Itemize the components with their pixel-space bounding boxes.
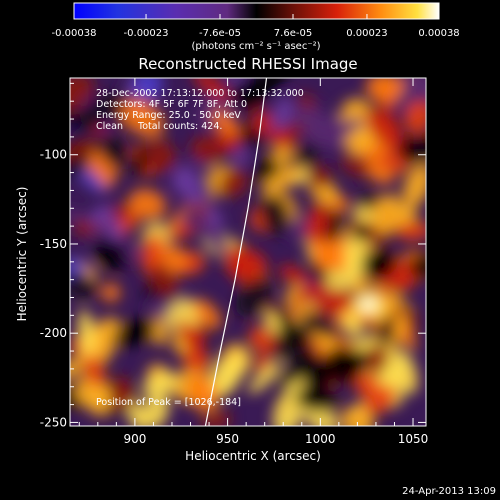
colorbar-unit-label: (photons cm⁻² s⁻¹ asec⁻²) [191,41,320,52]
x-tick-label: 900 [123,432,146,446]
plot-frame [69,77,427,427]
x-axis-ticks: 900 950 1000 1050 [78,78,429,446]
x-tick-label: 1000 [305,432,336,446]
y-axis-label: Heliocentric Y (arcsec) [15,187,29,322]
annotation-clean-counts: Clean Total counts: 424. [96,121,223,132]
annotation-time-range: 28-Dec-2002 17:13:12.000 to 17:13:32.000 [96,88,304,99]
solar-limb-curve [204,78,268,426]
colorbar-tick-label: 0.00038 [418,28,459,39]
colorbar [73,2,440,20]
footer-date: 24-Apr-2013 13:09 [402,486,496,497]
x-tick-label: 1050 [398,432,429,446]
x-axis-label: Heliocentric X (arcsec) [185,449,321,463]
chart-title: Reconstructed RHESSI Image [138,55,357,73]
annotation-peak-position: Position of Peak = [1026,-184] [96,397,241,408]
y-tick-label: -150 [40,237,67,251]
annotation-detectors: Detectors: 4F 5F 6F 7F 8F, Att 0 [96,99,248,110]
colorbar-tick-label: -7.6e-05 [199,28,241,39]
y-axis-ticks: -100 -150 -200 -250 [40,82,426,429]
annotation-block: 28-Dec-2002 17:13:12.000 to 17:13:32.000… [96,88,304,132]
y-tick-label: -100 [40,148,67,162]
y-tick-label: -200 [40,326,67,340]
annotation-energy-range: Energy Range: 25.0 - 50.0 keV [96,110,241,121]
y-tick-label: -250 [40,415,67,429]
colorbar-tick-label: 7.6e-05 [274,28,312,39]
colorbar-tick-label: 0.00023 [346,28,387,39]
colorbar-tick-label: -0.00023 [124,28,169,39]
heatmap-image [70,78,426,426]
x-tick-label: 950 [216,432,239,446]
colorbar-tick-labels: -0.00038 -0.00023 -7.6e-05 7.6e-05 0.00023 0.… [52,28,460,39]
colorbar-ticks [73,14,440,19]
colorbar-tick-label: -0.00038 [52,28,97,39]
